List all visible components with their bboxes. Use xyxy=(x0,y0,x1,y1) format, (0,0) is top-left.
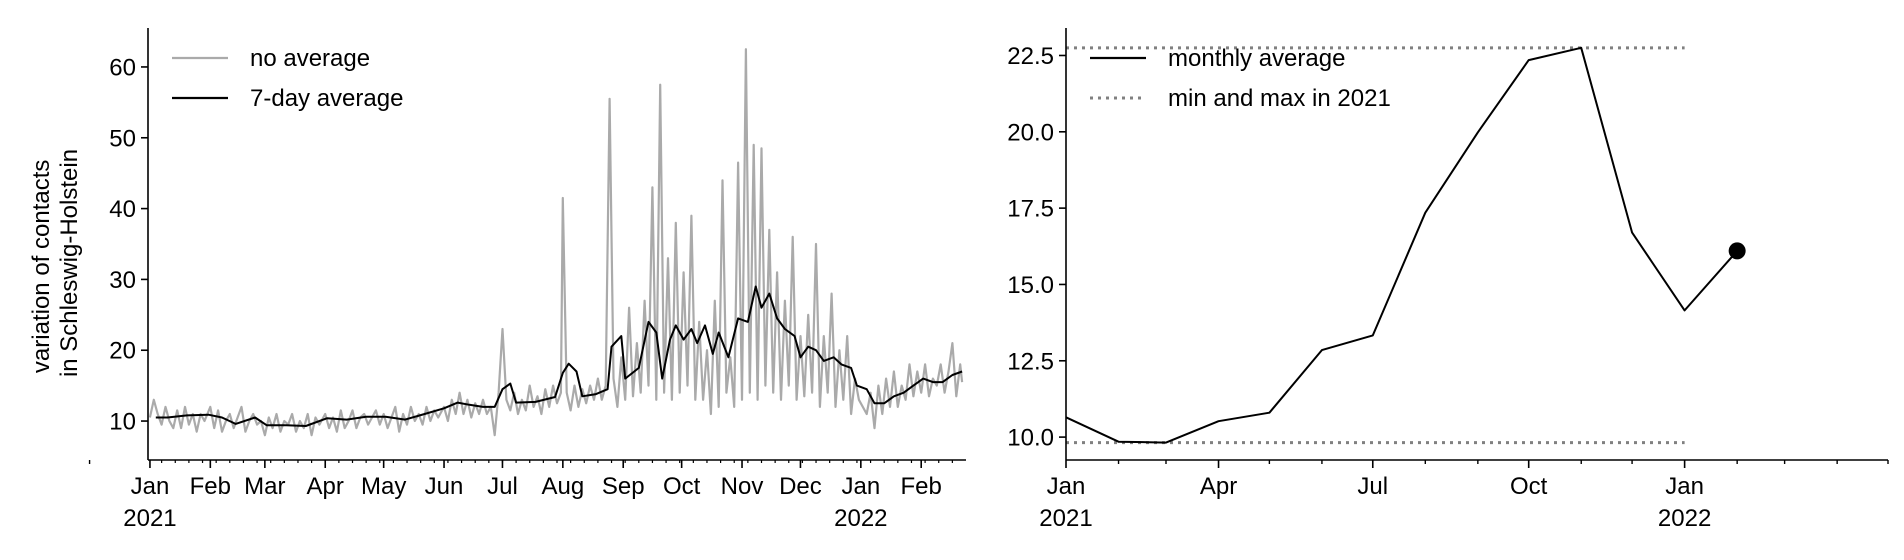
y-tick-label: 17.5 xyxy=(1007,196,1054,223)
y-axis-label: variation of contacts in Schleswig-Holst… xyxy=(28,149,83,377)
legend-label: monthly average xyxy=(1168,45,1345,72)
y-tick-label: 15.0 xyxy=(1007,272,1054,299)
y-tick-label: 30 xyxy=(109,267,136,294)
legend: monthly average min and max in 2021 xyxy=(1090,45,1391,112)
axes xyxy=(1065,28,1888,461)
series-line-monthly-average xyxy=(1065,46,1738,444)
x-tick-year-label: 2022 xyxy=(1658,505,1711,532)
x-tick-label: Jun xyxy=(425,473,464,500)
x-tick-year-label: 2021 xyxy=(123,505,176,532)
x-tick-label: Jan xyxy=(1047,473,1086,500)
x-tick-label: Jan xyxy=(841,473,880,500)
series-layer xyxy=(1065,46,1746,445)
tick-layer: 10 20 30 40 50 60 Jan 2021 Feb Mar Apr May Jun Jul Aug… xyxy=(88,54,953,532)
x-tick-label: Apr xyxy=(1200,473,1237,500)
x-tick-label: Jan xyxy=(1665,473,1704,500)
x-tick-label: Nov xyxy=(721,473,764,500)
y-tick-label: 40 xyxy=(109,196,136,223)
y-tick-label: 12.5 xyxy=(1007,348,1054,375)
y-axis-label-line2: in Schleswig-Holstein xyxy=(56,149,83,377)
legend-label: min and max in 2021 xyxy=(1168,85,1391,112)
x-tick-label: Aug xyxy=(541,473,584,500)
x-tick-label: Dec xyxy=(779,473,822,500)
x-tick-label: May xyxy=(361,473,406,500)
legend-label: no average xyxy=(250,45,370,72)
x-tick-label: Sep xyxy=(602,473,645,500)
y-tick-label: 60 xyxy=(109,54,136,81)
x-tick-label: Feb xyxy=(901,473,942,500)
x-tick-label: Jul xyxy=(1357,473,1388,500)
x-tick-label: Feb xyxy=(190,473,231,500)
tick-layer: 10.0 12.5 15.0 17.5 20.0 22.5 Jan 2021 Apr Jul Oct… xyxy=(1007,43,1889,532)
x-tick-label: Jul xyxy=(487,473,518,500)
y-axis-label-line1: variation of contacts xyxy=(28,160,55,373)
y-tick-label: 50 xyxy=(109,125,136,152)
series-layer xyxy=(148,48,964,437)
x-tick-label: Apr xyxy=(307,473,344,500)
x-tick-year-label: 2022 xyxy=(834,505,887,532)
y-tick-label: 20 xyxy=(109,338,136,365)
y-tick-label: 10 xyxy=(109,409,136,436)
x-tick-label: Jan xyxy=(131,473,170,500)
x-tick-year-label: 2021 xyxy=(1039,505,1092,532)
chart-contacts-daily: 10 20 30 40 50 60 Jan 2021 Feb Mar Apr May Jun Jul Aug… xyxy=(28,28,966,532)
x-tick-label: Mar xyxy=(244,473,285,500)
x-tick-label: Oct xyxy=(663,473,701,500)
y-tick-label: 20.0 xyxy=(1007,119,1054,146)
y-tick-label: 10.0 xyxy=(1007,425,1054,452)
chart-contacts-monthly: 10.0 12.5 15.0 17.5 20.0 22.5 Jan 2021 Apr Jul Oct… xyxy=(1007,28,1889,532)
legend-label: 7-day average xyxy=(250,85,403,112)
series-line-7-day-average xyxy=(155,285,963,427)
y-tick-label: 22.5 xyxy=(1007,43,1054,70)
last-point-marker xyxy=(1728,242,1746,260)
legend: no average 7-day average xyxy=(172,45,403,112)
x-tick-label: Oct xyxy=(1510,473,1548,500)
